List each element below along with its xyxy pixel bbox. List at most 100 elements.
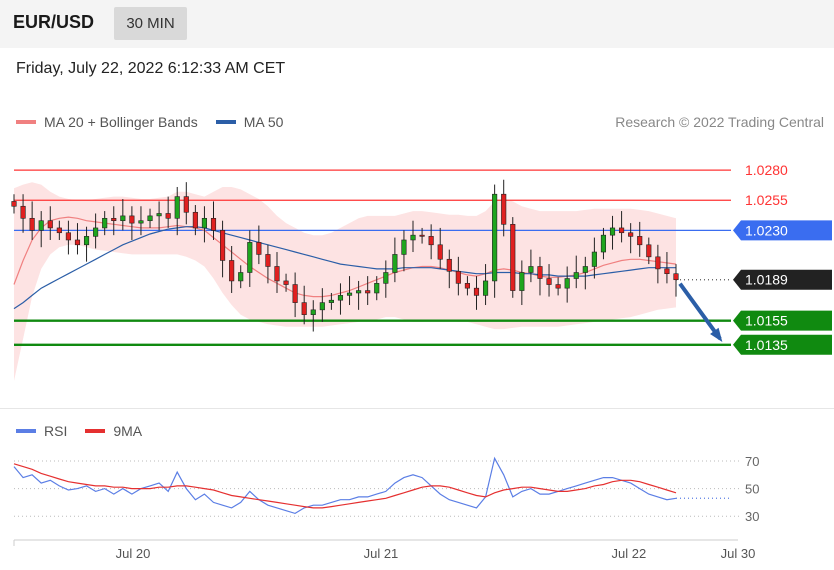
candle bbox=[210, 201, 217, 240]
legend-ma20-swatch bbox=[16, 120, 36, 124]
candle-up bbox=[346, 292, 353, 296]
candle-down bbox=[256, 242, 262, 255]
candle-down bbox=[546, 278, 552, 285]
candle-up bbox=[528, 266, 534, 273]
candle-down bbox=[65, 232, 71, 241]
price-label-1.0155: 1.0155 bbox=[733, 310, 832, 331]
legend-rsi: RSI bbox=[16, 423, 67, 439]
candle bbox=[591, 237, 597, 279]
candle bbox=[328, 292, 334, 310]
candle bbox=[392, 237, 398, 283]
candle bbox=[501, 179, 507, 237]
candle bbox=[192, 205, 198, 236]
legend-ma50: MA 50 bbox=[215, 114, 284, 130]
candle bbox=[383, 260, 389, 298]
candle bbox=[102, 211, 108, 236]
candle bbox=[183, 182, 189, 225]
candle bbox=[247, 230, 253, 287]
candle bbox=[156, 201, 162, 231]
legend-ma20: MA 20 + Bollinger Bands bbox=[16, 114, 198, 130]
candle bbox=[274, 252, 280, 293]
research-credit: Research © 2022 Trading Central bbox=[615, 114, 824, 130]
candle bbox=[482, 264, 489, 306]
candle bbox=[310, 300, 316, 332]
candle-down bbox=[501, 193, 507, 225]
candle-up bbox=[374, 283, 380, 294]
timestamp: Friday, July 22, 2022 6:12:33 AM CET bbox=[16, 60, 286, 77]
candle bbox=[83, 226, 90, 262]
candle bbox=[655, 244, 661, 284]
candle bbox=[637, 221, 643, 257]
candle-down bbox=[74, 239, 81, 246]
ma50-line bbox=[13, 226, 676, 310]
candle-up bbox=[247, 242, 253, 273]
interval-button[interactable]: 30 MIN bbox=[114, 7, 187, 40]
candle bbox=[573, 255, 579, 289]
candle bbox=[283, 273, 289, 292]
candle bbox=[628, 223, 634, 254]
candle-up bbox=[174, 196, 180, 219]
candle-up bbox=[147, 215, 153, 222]
candle bbox=[619, 211, 625, 243]
candle bbox=[673, 264, 679, 297]
candle bbox=[401, 230, 407, 272]
candle bbox=[537, 256, 543, 296]
legend-9ma-label: 9MA bbox=[113, 423, 143, 439]
candle-up bbox=[410, 234, 416, 241]
candle bbox=[546, 264, 552, 297]
candle bbox=[455, 256, 461, 296]
candle-up bbox=[138, 220, 144, 224]
candle bbox=[492, 184, 498, 298]
legend-9ma: 9MA bbox=[85, 423, 142, 439]
candle bbox=[229, 246, 235, 293]
rsi-tick-30: 30 bbox=[745, 509, 759, 524]
candle-down bbox=[455, 270, 461, 284]
candle bbox=[473, 276, 480, 310]
candle-down bbox=[292, 284, 298, 303]
candle-up bbox=[609, 227, 616, 236]
price-label-1.0280: 1.0280 bbox=[745, 162, 788, 178]
price-label-text: 1.0135 bbox=[745, 337, 788, 353]
x-tick-label: Jul 30 bbox=[721, 546, 756, 561]
candle bbox=[410, 220, 416, 253]
candle-down bbox=[619, 227, 625, 234]
candle-down bbox=[419, 234, 425, 237]
rsi-series-9MA bbox=[13, 463, 677, 509]
candle bbox=[38, 211, 44, 248]
candle-down bbox=[11, 201, 17, 207]
candle bbox=[256, 225, 262, 265]
candle-down bbox=[111, 217, 117, 222]
candle-down bbox=[220, 230, 226, 261]
candle-down bbox=[555, 284, 561, 289]
candle-up bbox=[564, 278, 570, 289]
candle-up bbox=[401, 239, 407, 255]
candle-up bbox=[319, 302, 325, 311]
candle bbox=[446, 249, 452, 289]
candle bbox=[138, 206, 144, 236]
forecast-arrow-shaft bbox=[678, 282, 722, 340]
candle-up bbox=[519, 272, 525, 291]
candle-down bbox=[192, 211, 198, 229]
candle-up bbox=[38, 220, 44, 231]
candle bbox=[374, 276, 380, 301]
legend-ma50-label: MA 50 bbox=[243, 114, 284, 130]
candle bbox=[93, 213, 99, 249]
candle-up bbox=[102, 217, 108, 229]
price-legend: MA 20 + Bollinger Bands MA 50 bbox=[16, 114, 301, 130]
candle-down bbox=[510, 224, 516, 291]
candle-down bbox=[265, 254, 271, 267]
candle-down bbox=[464, 283, 470, 289]
candle-down bbox=[673, 273, 679, 281]
candle bbox=[20, 194, 26, 233]
candle-up bbox=[201, 217, 208, 229]
symbol-title: EUR/USD bbox=[13, 12, 95, 32]
rsi-tick-70: 70 bbox=[745, 454, 759, 469]
candle-down bbox=[283, 280, 289, 285]
x-tick-label: Jul 20 bbox=[116, 546, 151, 561]
candle-down bbox=[183, 196, 189, 213]
candle bbox=[510, 217, 516, 298]
x-tick-label: Jul 22 bbox=[612, 546, 647, 561]
candle-up bbox=[337, 295, 344, 301]
candle bbox=[238, 265, 244, 289]
